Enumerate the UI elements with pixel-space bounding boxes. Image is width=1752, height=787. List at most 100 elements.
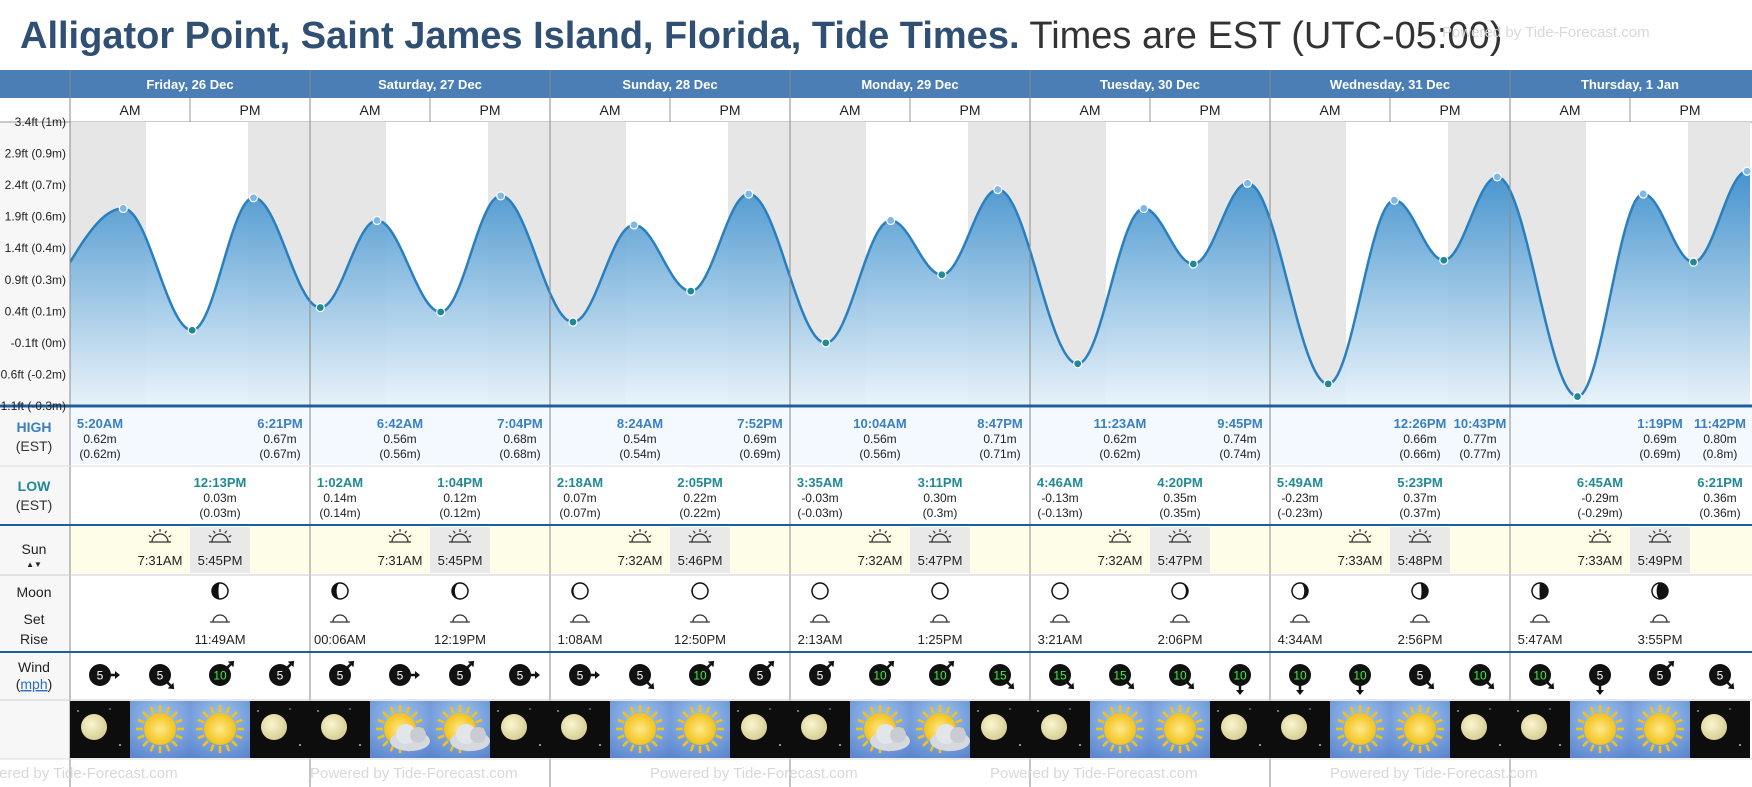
wind-badge [1529,664,1551,686]
sun-arc [151,533,169,543]
star [839,744,841,746]
sun-ray [165,706,171,714]
wind-indicator: 5 [269,660,295,686]
sun [1344,713,1376,745]
sunset-icon [208,529,232,543]
moon-rise-label: Rise [20,631,48,647]
low-tide-time: 2:05PM [677,475,723,490]
high-tide-height: 0.54m [623,432,656,446]
low-tide-time: 4:46AM [1037,475,1083,490]
low-tide-point [821,338,831,348]
moon [81,714,107,740]
star [557,710,559,712]
sun [624,713,656,745]
wind-indicator: 15 [1049,664,1075,690]
sun-arc [931,533,949,543]
low-tide-time: 6:21PM [1697,475,1743,490]
sun-ray [389,706,395,714]
sunset-cell-bg [1150,527,1210,573]
sun-ray [1652,530,1656,534]
sun-ray [148,534,152,538]
high-tide-time: 7:52PM [737,416,783,431]
wind-unit-label: (mph) [16,676,53,692]
sun-ray [137,718,145,724]
sun-ray [235,718,243,724]
sunrise-icon [1108,529,1132,543]
sunset-time: 5:48PM [1398,553,1443,568]
weather-night-icon [1450,701,1510,758]
weather-night-icon [70,701,130,758]
moon-phase-icon [811,582,829,600]
weather-sunny-icon [1630,701,1690,758]
sun-ray [645,744,651,752]
wind-arrow-head [227,660,235,668]
pm-label: PM [240,102,261,118]
moon-phase-icon [931,582,949,600]
wind-arrow-head [647,682,655,690]
star [1309,708,1311,710]
low-tide-height: 0.30m [923,491,956,505]
high-tide-time: 12:26PM [1394,416,1447,431]
sun-ray [629,706,635,714]
sun-ray [655,734,663,740]
sun-ray [1409,744,1415,752]
wind-indicator: 5 [1589,664,1611,695]
sun-ray [1649,706,1655,714]
star [289,708,291,710]
low-tide-point [1073,359,1083,369]
wind-speed: 15 [1053,669,1067,683]
sun-ray [392,530,396,534]
moon-shadow [452,583,460,599]
wind-unit-link[interactable]: mph [20,676,47,692]
wind-speed: 5 [457,669,464,683]
sun-ray [944,530,948,534]
sun-arc [1171,533,1189,543]
moon-shadow [1656,583,1668,599]
day-header-label: Saturday, 27 Dec [378,77,482,92]
powered-by-watermark: Powered by Tide-Forecast.com [0,765,178,782]
moon [1221,714,1247,740]
high-tide-height-alt: (0.62m) [1099,447,1140,461]
sun-ray [1664,530,1668,534]
sun-arc [631,533,649,543]
weather-night-icon [490,701,550,758]
wind-badge [1169,664,1191,686]
sunset-time: 5:45PM [198,553,243,568]
sun-arc [211,533,229,543]
wind-arrow-head [347,660,355,668]
timezone-note: Times are EST (UTC-05:00) [1029,15,1503,57]
low-tide-time: 5:23PM [1397,475,1443,490]
low-tide-height: 0.12m [443,491,476,505]
sun-ray [1615,718,1623,724]
high-tide-height-alt: (0.71m) [979,447,1020,461]
sun-ray [208,534,212,538]
wind-indicator: 5 [329,660,355,686]
sun-ray [1135,734,1143,740]
high-tide-time: 7:04PM [497,416,543,431]
wind-badge [629,664,651,686]
moon-shadow [1420,583,1428,599]
sun-ray [1577,734,1585,740]
wind-arrow-head [1187,682,1195,690]
moonset-icon [330,614,350,623]
moon [261,714,287,740]
cloud [890,727,906,743]
low-tide-height: -0.03m [801,491,838,505]
wind-badge [1709,664,1731,686]
sun-ray [1605,706,1611,714]
sun-arc [451,533,469,543]
sunrise-time: 7:31AM [138,553,183,568]
sun [1104,713,1136,745]
wind-indicator: 5 [569,664,600,686]
star [529,708,531,710]
wind-badge [1349,664,1371,686]
sun-ray [1582,740,1589,747]
sun-ray [917,718,925,724]
weather-sunny-icon [1150,701,1210,758]
low-tide-height: -0.13m [1041,491,1078,505]
low-tide-time: 1:02AM [317,475,363,490]
sun-ray [1431,740,1438,747]
weather-sunny-icon [130,701,190,758]
low-tide-time: 1:04PM [437,475,483,490]
low-tide-point [937,270,947,280]
